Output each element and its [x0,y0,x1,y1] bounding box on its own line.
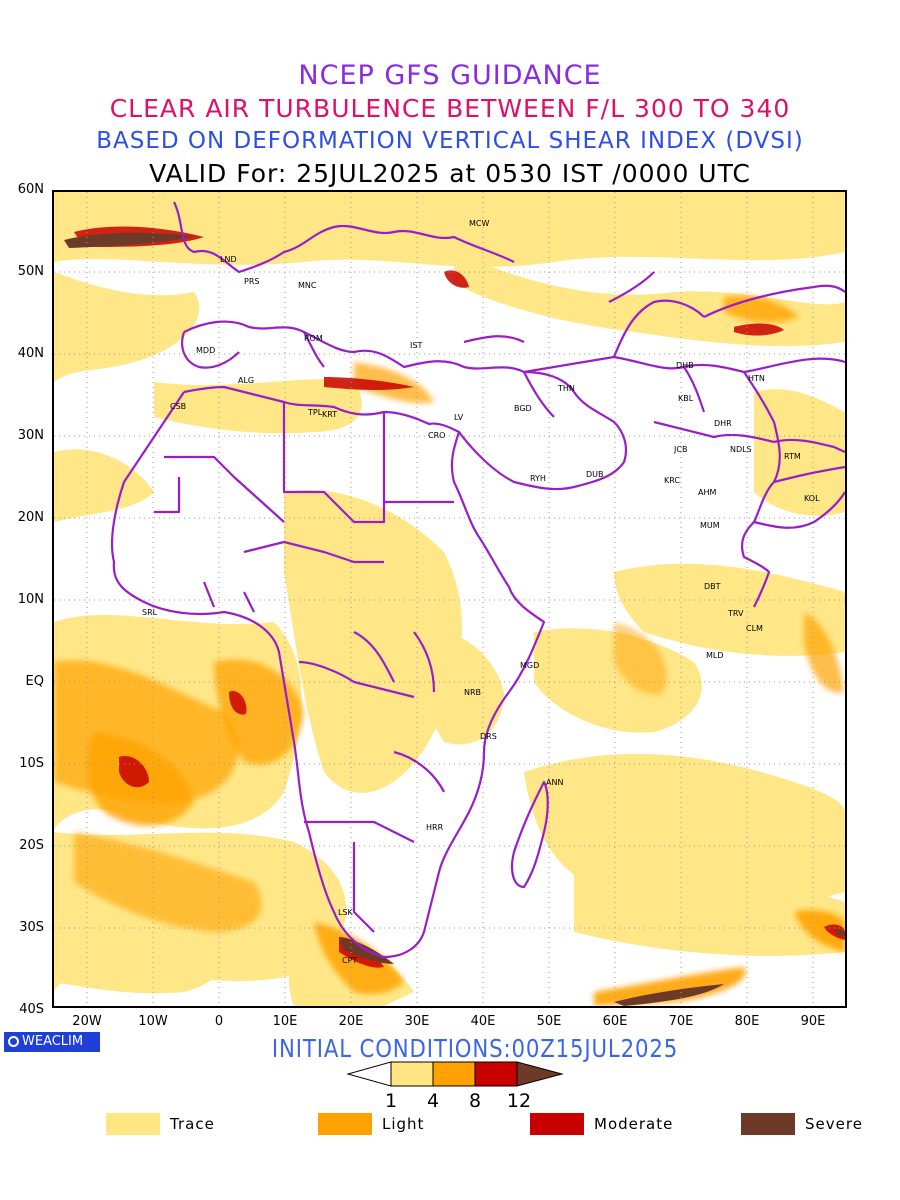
lon-label: 0 [214,1014,224,1029]
station-label: CPT [342,956,357,965]
lat-label: 40S [19,1002,44,1017]
colorbar-tick: 12 [506,1090,532,1112]
title-line-3: BASED ON DEFORMATION VERTICAL SHEAR INDE… [96,128,804,154]
legend-label-trace: Trace [170,1115,215,1133]
turbulence-map: MCW LND PRS MNC ROM MDD IST ALG CSB TPL … [52,190,847,1008]
station-label: KOL [804,494,820,503]
station-label: IST [410,341,422,350]
legend-swatch-moderate [530,1113,584,1135]
lat-label: 60N [17,182,44,197]
station-label: KRC [664,476,680,485]
station-label: DHR [714,419,732,428]
station-label: ANN [546,778,563,787]
station-label: RTM [784,452,801,461]
station-label: JCB [673,445,687,454]
logo-ring-icon [8,1036,19,1047]
station-label: MGD [520,661,539,670]
lon-label: 20E [338,1014,364,1029]
lon-label: 90E [800,1014,826,1029]
station-label: RYH [530,474,546,483]
station-label: BGD [514,404,532,413]
station-label: HTN [748,374,765,383]
station-label: MNC [298,281,317,290]
valid-time-title: VALID For: 25JUL2025 at 0530 IST /0000 U… [149,159,751,188]
lat-label: 50N [17,264,44,279]
colorbar-moderate [474,1061,518,1087]
station-label: MUM [700,521,720,530]
lat-label: 30N [17,428,44,443]
colorbar [346,1061,564,1087]
colorbar-low-arrow [346,1061,392,1087]
country-boundaries [110,201,845,959]
station-label: KRT [322,410,337,419]
legend-swatch-trace [106,1113,160,1135]
station-label: MCW [469,219,489,228]
title-line-1: NCEP GFS GUIDANCE [298,60,602,91]
station-label: SRL [142,608,158,617]
lat-label: 10N [17,592,44,607]
station-label: ALG [238,376,254,385]
colorbar-trace [390,1061,434,1087]
station-label: MLD [706,651,724,660]
station-labels: MCW LND PRS MNC ROM MDD IST ALG CSB TPL … [142,219,820,965]
lat-label: 40N [17,346,44,361]
graticule [54,192,845,1006]
station-label: ROM [304,334,323,343]
station-label: TRV [727,609,744,618]
lat-label: EQ [25,674,44,689]
lon-label: 40E [470,1014,496,1029]
lon-label: 80E [734,1014,760,1029]
lon-label: 50E [536,1014,562,1029]
legend-label-severe: Severe [805,1115,863,1133]
station-label: TPL [307,408,323,417]
colorbar-tick: 1 [384,1090,398,1112]
station-label: LV [454,413,464,422]
lat-label: 20N [17,510,44,525]
logo-text: WEACLIM [22,1034,84,1049]
station-label: DUB [586,470,604,479]
legend-label-moderate: Moderate [594,1115,674,1133]
title-line-2: CLEAR AIR TURBULENCE BETWEEN F/L 300 TO … [109,94,791,123]
station-label: MDD [196,346,215,355]
station-label: PRS [244,277,259,286]
map-canvas: MCW LND PRS MNC ROM MDD IST ALG CSB TPL … [54,192,845,1006]
station-label: CSB [170,402,186,411]
colorbar-tick: 4 [426,1090,440,1112]
initial-conditions: INITIAL CONDITIONS:00Z15JUL2025 [271,1034,679,1063]
station-label: THN [557,384,575,393]
station-label: KBL [678,394,694,403]
station-label: LND [220,255,237,264]
station-label: DHB [676,361,694,370]
station-label: HRR [426,823,444,832]
legend-swatch-severe [741,1113,795,1135]
station-label: CRO [428,431,445,440]
legend-swatch-light [318,1113,372,1135]
lon-label: 10W [138,1014,168,1029]
lon-label: 10E [272,1014,298,1029]
lat-label: 10S [19,756,44,771]
legend-label-light: Light [382,1115,425,1133]
lat-label: 30S [19,920,44,935]
station-label: LSK [338,908,354,917]
weaclim-logo: WEACLIM [4,1032,100,1052]
lon-label: 70E [668,1014,694,1029]
colorbar-severe-arrow [516,1061,564,1087]
colorbar-light [432,1061,476,1087]
lon-label: 60E [602,1014,628,1029]
lat-label: 20S [19,838,44,853]
lon-label: 30E [404,1014,430,1029]
station-label: NDLS [730,445,752,454]
station-label: NRB [464,688,481,697]
station-label: DBT [704,582,721,591]
colorbar-tick: 8 [468,1090,482,1112]
station-label: CLM [746,624,763,633]
station-label: DRS [480,732,497,741]
station-label: AHM [698,488,716,497]
lon-label: 20W [72,1014,102,1029]
